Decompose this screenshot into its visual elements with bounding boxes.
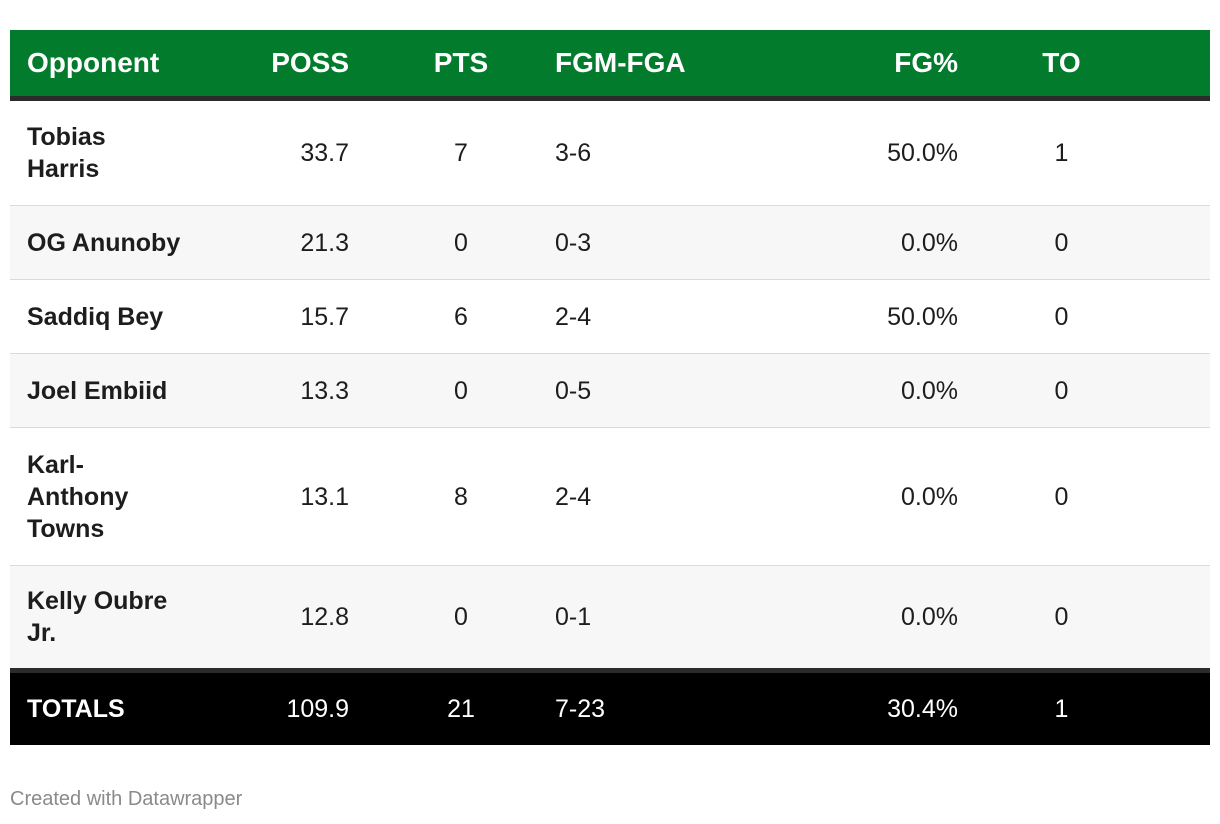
header-pts: PTS bbox=[390, 30, 540, 101]
opponent-name: OG Anunoby bbox=[27, 228, 181, 257]
cell-fg-pct: 0.0% bbox=[710, 565, 975, 671]
cell-fg-pct: 0.0% bbox=[710, 205, 975, 280]
stats-table-container: Opponent POSS PTS FGM-FGA FG% TO Tobias … bbox=[10, 30, 1210, 745]
cell-to: 0 bbox=[975, 279, 1210, 354]
opponent-name: Kelly Oubre Jr. bbox=[27, 587, 168, 647]
cell-pts: 0 bbox=[390, 353, 540, 428]
datawrapper-credit[interactable]: Created with Datawrapper bbox=[10, 788, 243, 810]
header-row: Opponent POSS PTS FGM-FGA FG% TO bbox=[10, 30, 1210, 101]
header-to: TO bbox=[975, 30, 1210, 101]
cell-poss: 33.7 bbox=[170, 98, 390, 206]
opponent-name: Karl-Anthony Towns bbox=[27, 450, 129, 543]
opponent-name: Tobias Harris bbox=[27, 123, 106, 183]
opponent-stats-table: Opponent POSS PTS FGM-FGA FG% TO Tobias … bbox=[10, 30, 1210, 745]
totals-row: TOTALS 109.9 21 7-23 30.4% 1 bbox=[10, 668, 1210, 745]
cell-fg-pct: 0.0% bbox=[710, 353, 975, 428]
totals-fg-pct: 30.4% bbox=[710, 668, 975, 745]
totals-to: 1 bbox=[975, 668, 1210, 745]
cell-pts: 0 bbox=[390, 565, 540, 671]
totals-pts: 21 bbox=[390, 668, 540, 745]
cell-pts: 7 bbox=[390, 98, 540, 206]
cell-poss: 12.8 bbox=[170, 565, 390, 671]
cell-to: 1 bbox=[975, 98, 1210, 206]
cell-pts: 6 bbox=[390, 279, 540, 354]
cell-opponent: Tobias Harris bbox=[10, 98, 170, 206]
table-row: Karl-Anthony Towns 13.1 8 2-4 0.0% 0 bbox=[10, 427, 1210, 566]
cell-opponent: Kelly Oubre Jr. bbox=[10, 565, 170, 671]
cell-poss: 13.3 bbox=[170, 353, 390, 428]
table-row: Joel Embiid 13.3 0 0-5 0.0% 0 bbox=[10, 353, 1210, 428]
cell-fg-pct: 50.0% bbox=[710, 279, 975, 354]
cell-fg-pct: 0.0% bbox=[710, 427, 975, 566]
cell-pts: 0 bbox=[390, 205, 540, 280]
totals-poss: 109.9 bbox=[170, 668, 390, 745]
cell-opponent: Karl-Anthony Towns bbox=[10, 427, 170, 566]
cell-pts: 8 bbox=[390, 427, 540, 566]
header-fgm-fga: FGM-FGA bbox=[540, 30, 710, 101]
cell-to: 0 bbox=[975, 565, 1210, 671]
cell-poss: 15.7 bbox=[170, 279, 390, 354]
cell-fgm-fga: 2-4 bbox=[540, 427, 710, 566]
cell-poss: 21.3 bbox=[170, 205, 390, 280]
table-row: Kelly Oubre Jr. 12.8 0 0-1 0.0% 0 bbox=[10, 565, 1210, 671]
table-row: Saddiq Bey 15.7 6 2-4 50.0% 0 bbox=[10, 279, 1210, 354]
header-opponent: Opponent bbox=[10, 30, 170, 101]
opponent-name: Joel Embiid bbox=[27, 376, 168, 405]
cell-fgm-fga: 0-5 bbox=[540, 353, 710, 428]
totals-label: TOTALS bbox=[10, 668, 170, 745]
cell-opponent: Saddiq Bey bbox=[10, 279, 170, 354]
header-poss: POSS bbox=[170, 30, 390, 101]
cell-to: 0 bbox=[975, 205, 1210, 280]
cell-opponent: Joel Embiid bbox=[10, 353, 170, 428]
opponent-name: Saddiq Bey bbox=[27, 302, 164, 331]
totals-fgm-fga: 7-23 bbox=[540, 668, 710, 745]
cell-fg-pct: 50.0% bbox=[710, 98, 975, 206]
cell-to: 0 bbox=[975, 353, 1210, 428]
cell-poss: 13.1 bbox=[170, 427, 390, 566]
header-fg-pct: FG% bbox=[710, 30, 975, 101]
cell-to: 0 bbox=[975, 427, 1210, 566]
cell-opponent: OG Anunoby bbox=[10, 205, 180, 280]
table-row: OG Anunoby 21.3 0 0-3 0.0% 0 bbox=[10, 205, 1210, 280]
cell-fgm-fga: 0-1 bbox=[540, 565, 710, 671]
table-row: Tobias Harris 33.7 7 3-6 50.0% 1 bbox=[10, 98, 1210, 206]
cell-fgm-fga: 3-6 bbox=[540, 98, 710, 206]
cell-fgm-fga: 2-4 bbox=[540, 279, 710, 354]
cell-fgm-fga: 0-3 bbox=[540, 205, 710, 280]
